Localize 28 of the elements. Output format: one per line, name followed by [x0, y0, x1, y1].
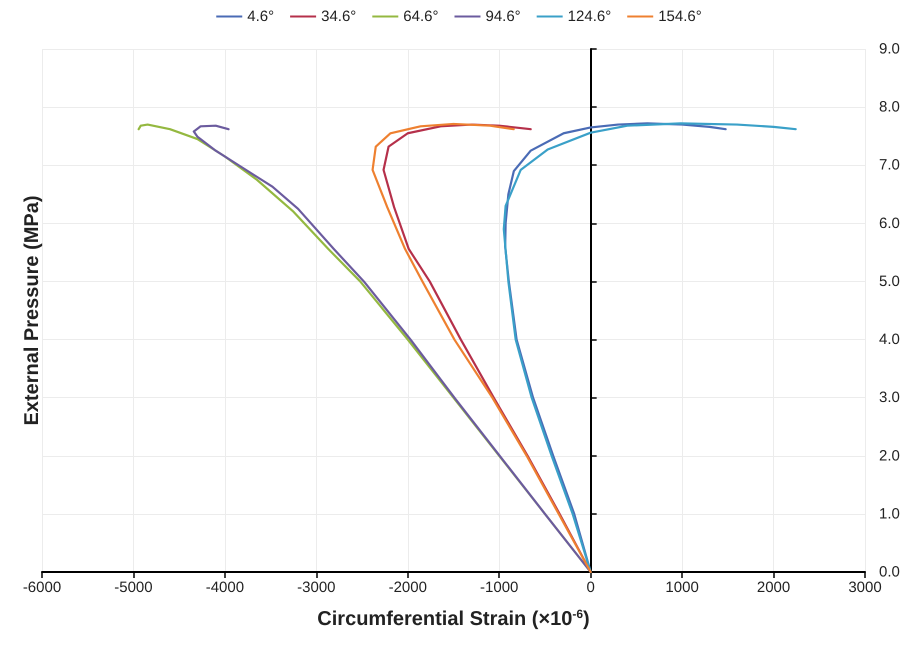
x-tick-label: -3000: [297, 579, 336, 596]
legend-label: 124.6°: [568, 8, 612, 25]
y-tick-label: 6.0: [879, 214, 900, 232]
line-series: [502, 122, 797, 574]
legend-label: 4.6°: [247, 8, 274, 25]
y-tick-label: 4.0: [879, 331, 900, 348]
x-tick-label: -2000: [388, 579, 427, 596]
x-tick-label: -4000: [206, 579, 244, 596]
legend-label: 154.6°: [658, 8, 702, 25]
y-tick-label: 5.0: [879, 272, 900, 290]
y-tick-label: 8.0: [879, 98, 900, 116]
x-tick-label: 0: [586, 579, 595, 596]
x-tick-label: 3000: [848, 579, 882, 596]
y-tick-label: 2.0: [879, 447, 900, 464]
legend-label: 94.6°: [485, 8, 521, 25]
x-tick-label: 1000: [665, 579, 699, 596]
x-tick-label: -1000: [480, 579, 518, 596]
legend-label: 34.6°: [321, 8, 356, 25]
y-tick-label: 1.0: [879, 505, 900, 522]
x-tick-label: 2000: [756, 579, 790, 596]
y-tick-label: 9.0: [879, 40, 900, 58]
y-axis-title: External Pressure (MPa): [21, 195, 43, 426]
y-tick-label: 0.0: [879, 564, 900, 580]
y-tick-label: 3.0: [879, 389, 900, 406]
legend-label: 64.6°: [403, 8, 438, 25]
x-tick-label: -5000: [114, 579, 153, 596]
x-tick-label: -6000: [22, 579, 62, 596]
y-tick-label: 7.0: [879, 156, 900, 174]
